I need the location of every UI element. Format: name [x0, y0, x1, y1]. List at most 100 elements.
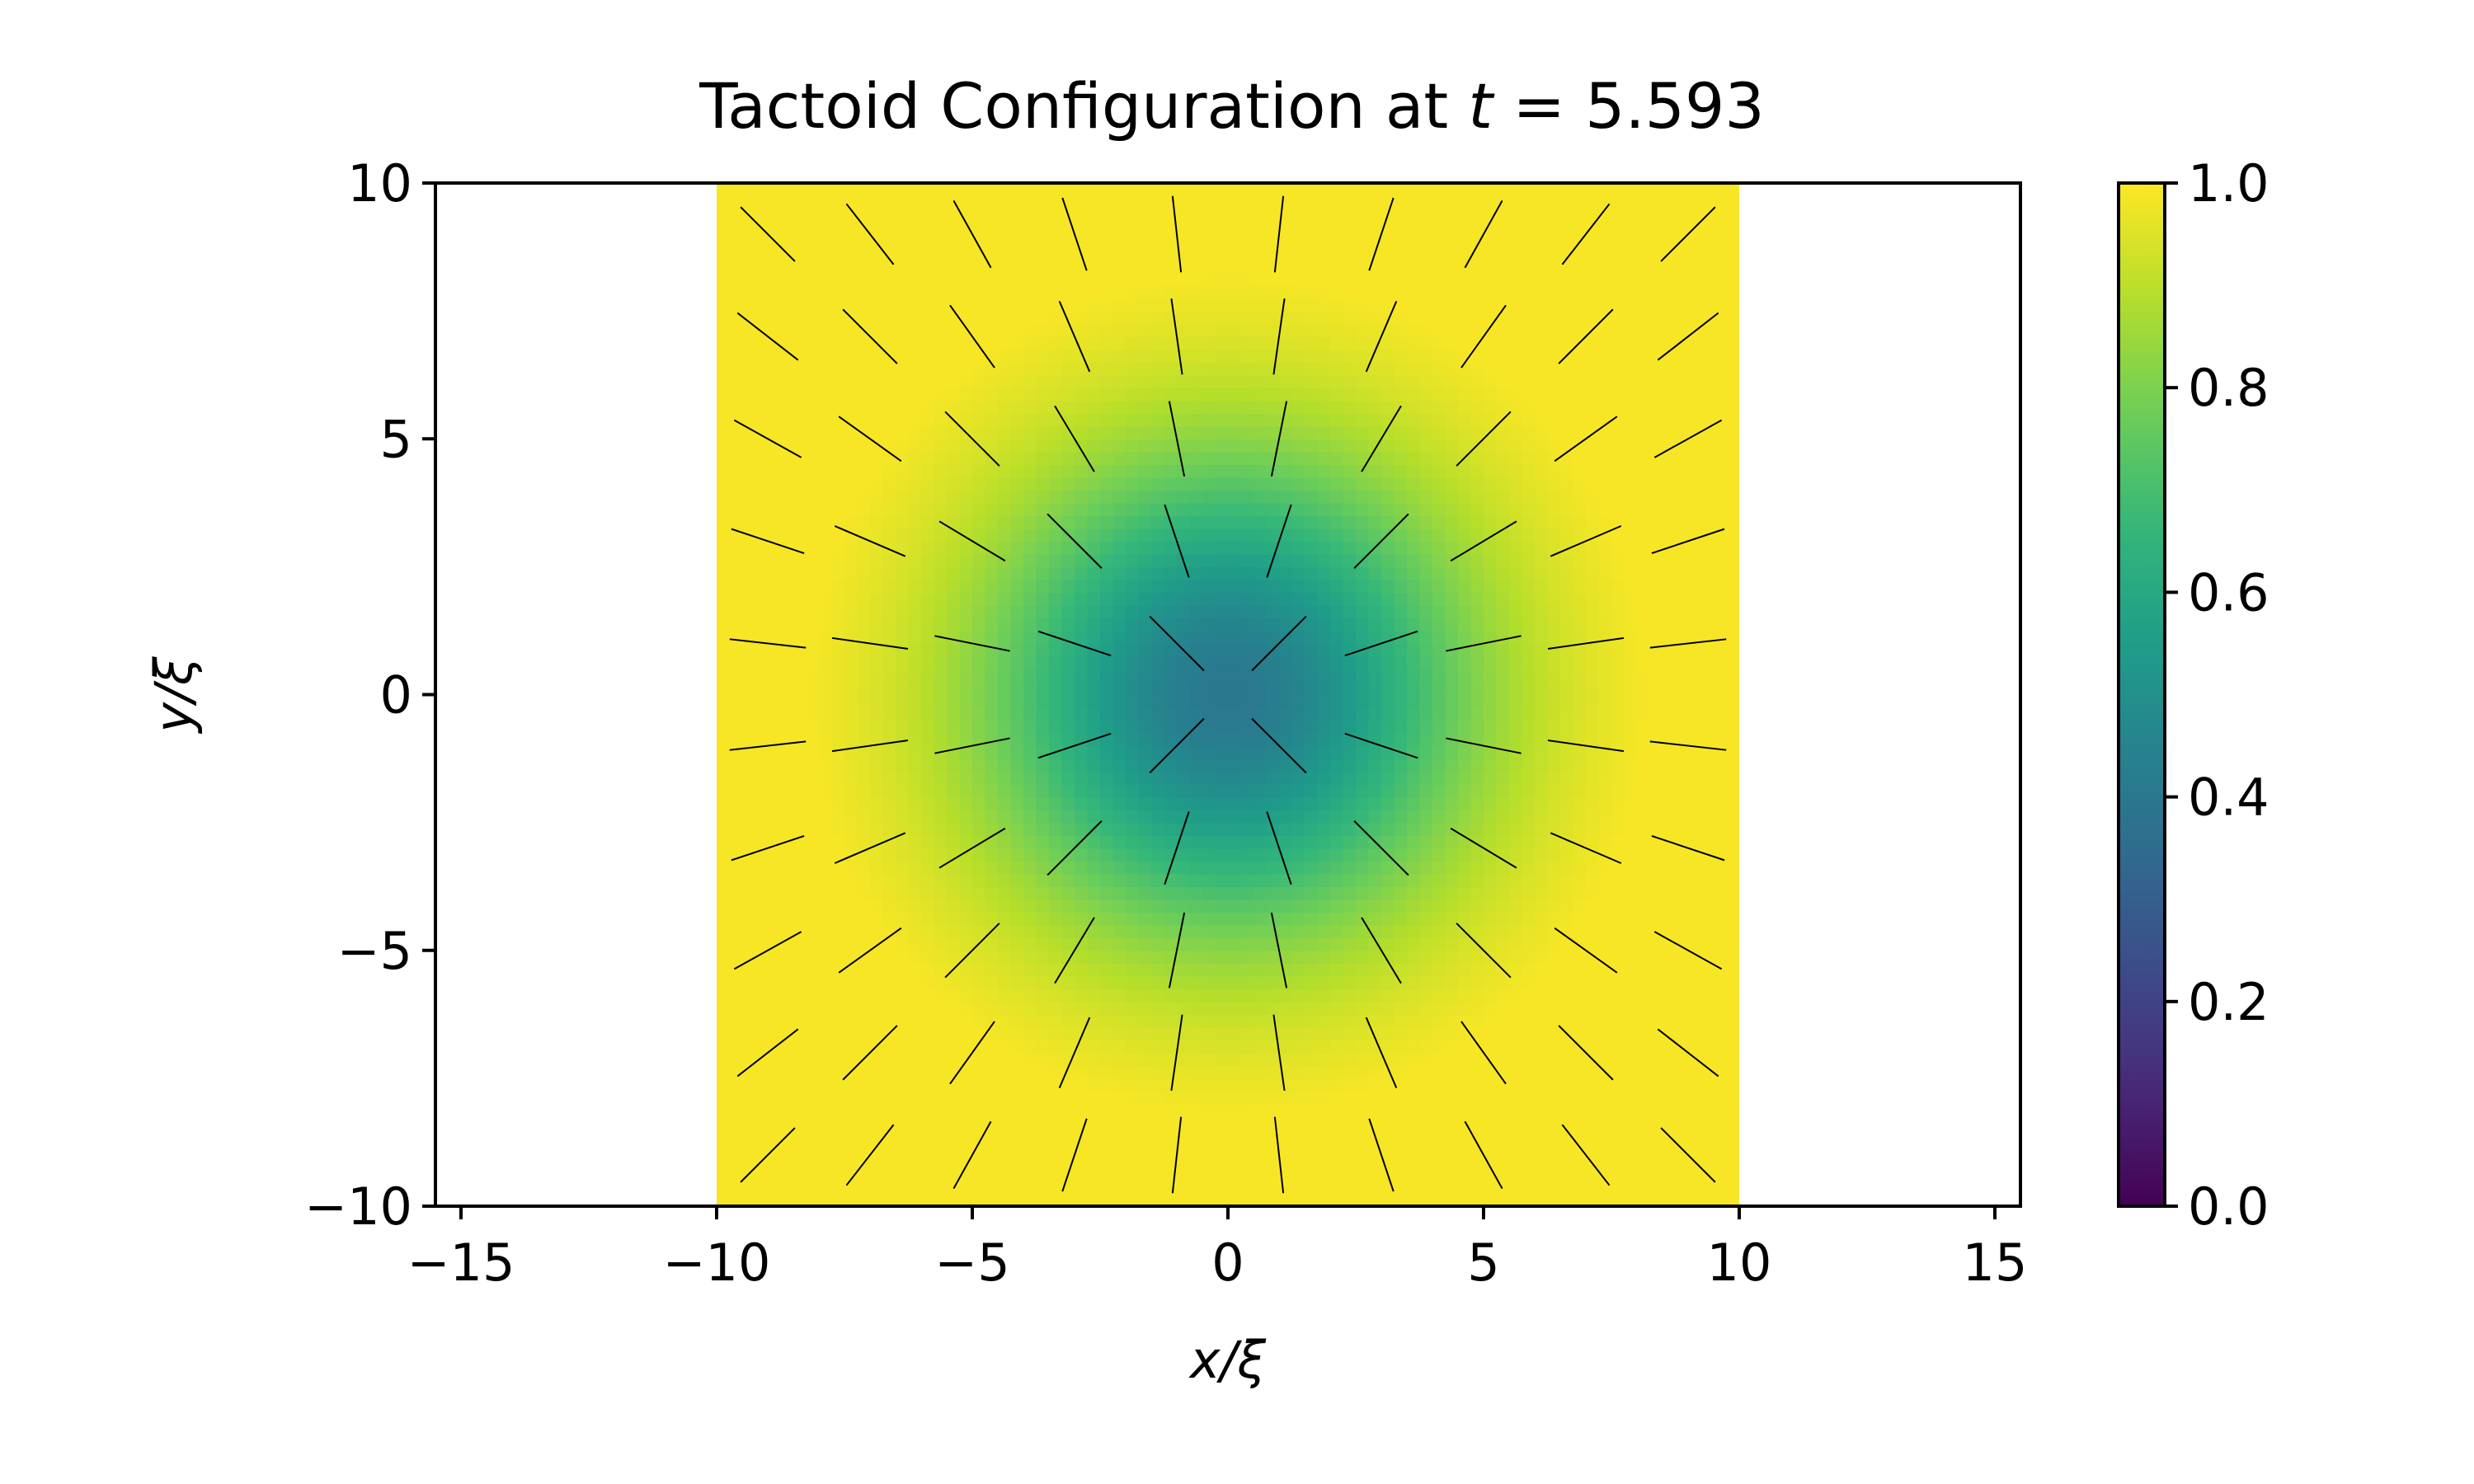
heatmap-cell [1151, 260, 1165, 274]
heatmap-cell [729, 183, 743, 197]
heatmap-cell [1381, 937, 1395, 951]
heatmap-cell [1177, 439, 1191, 453]
heatmap-cell [921, 707, 935, 721]
heatmap-cell [768, 1154, 782, 1169]
heatmap-cell [959, 285, 973, 299]
heatmap-cell [1253, 630, 1268, 645]
heatmap-cell [1151, 1103, 1165, 1118]
heatmap-cell [1432, 1193, 1446, 1206]
heatmap-cell [1126, 899, 1140, 913]
heatmap-cell [1368, 1154, 1382, 1169]
heatmap-cell [882, 1193, 896, 1206]
heatmap-cell [1266, 400, 1280, 415]
heatmap-cell [1151, 1142, 1165, 1156]
heatmap-cell [1317, 387, 1331, 402]
heatmap-cell [1266, 1180, 1280, 1195]
heatmap-cell [947, 784, 961, 798]
heatmap-cell [1317, 950, 1331, 965]
heatmap-cell [768, 362, 782, 376]
heatmap-cell [844, 963, 858, 977]
heatmap-cell [896, 209, 910, 223]
heatmap-cell [1112, 311, 1126, 325]
heatmap-cell [972, 541, 986, 555]
heatmap-cell [780, 1001, 794, 1016]
heatmap-cell [729, 1091, 743, 1105]
heatmap-cell [908, 1078, 922, 1092]
heatmap-cell [831, 502, 845, 517]
heatmap-cell [742, 323, 756, 337]
heatmap-cell [1305, 1167, 1319, 1181]
heatmap-cell [1356, 439, 1370, 453]
heatmap-cell [1305, 209, 1319, 223]
heatmap-cell [921, 1014, 935, 1028]
heatmap-cell [1087, 796, 1101, 810]
heatmap-cell [1112, 1142, 1126, 1156]
heatmap-cell [793, 873, 807, 887]
heatmap-cell [1253, 848, 1268, 862]
heatmap-cell [1330, 439, 1344, 453]
heatmap-cell [896, 1052, 910, 1067]
heatmap-cell [806, 771, 820, 785]
heatmap-cell [1317, 745, 1331, 759]
heatmap-cell [882, 592, 896, 606]
heatmap-cell [1023, 1052, 1037, 1067]
heatmap-cell [985, 579, 999, 594]
heatmap-cell [1189, 374, 1203, 388]
heatmap-cell [1317, 720, 1331, 734]
heatmap-cell [1151, 899, 1165, 913]
heatmap-cell [896, 655, 910, 670]
heatmap-cell [998, 490, 1012, 504]
heatmap-cell [1112, 733, 1126, 747]
heatmap-cell [1010, 1014, 1024, 1028]
heatmap-cell [1215, 655, 1229, 670]
heatmap-cell [896, 1167, 910, 1181]
heatmap-cell [908, 298, 922, 312]
heatmap-cell [1305, 848, 1319, 862]
heatmap-cell [1484, 720, 1498, 734]
heatmap-cell [896, 963, 910, 977]
heatmap-cell [1126, 861, 1140, 875]
heatmap-cell [729, 758, 743, 773]
heatmap-cell [947, 643, 961, 657]
heatmap-cell [985, 758, 999, 773]
heatmap-cell [1330, 515, 1344, 529]
heatmap-cell [882, 1167, 896, 1181]
heatmap-cell [1240, 694, 1254, 708]
heatmap-cell [870, 490, 884, 504]
heatmap-cell [1189, 912, 1203, 926]
heatmap-cell [1381, 234, 1395, 248]
heatmap-cell [729, 272, 743, 286]
heatmap-cell [857, 1040, 871, 1054]
heatmap-cell [921, 643, 935, 657]
heatmap-cell [729, 912, 743, 926]
heatmap-cell [998, 924, 1012, 939]
heatmap-cell [1075, 937, 1089, 951]
heatmap-cell [1305, 745, 1319, 759]
heatmap-cell [1202, 937, 1216, 951]
heatmap-cell [1343, 247, 1357, 261]
heatmap-cell [908, 924, 922, 939]
heatmap-cell [1010, 234, 1024, 248]
heatmap-cell [998, 707, 1012, 721]
heatmap-cell [857, 835, 871, 849]
heatmap-cell [1215, 209, 1229, 223]
heatmap-cell [742, 260, 756, 274]
heatmap-cell [1381, 694, 1395, 708]
heatmap-cell [1381, 604, 1395, 619]
heatmap-cell [1075, 502, 1089, 517]
heatmap-cell [1279, 810, 1293, 824]
heatmap-cell [1253, 247, 1268, 261]
heatmap-cell [1356, 400, 1370, 415]
heatmap-cell [1036, 886, 1050, 900]
heatmap-cell [1291, 912, 1305, 926]
heatmap-cell [1112, 298, 1126, 312]
heatmap-cell [882, 502, 896, 517]
heatmap-cell [1075, 975, 1089, 990]
heatmap-cell [793, 439, 807, 453]
heatmap-cell [1432, 425, 1446, 440]
heatmap-cell [1126, 528, 1140, 542]
heatmap-cell [1177, 1167, 1191, 1181]
heatmap-cell [1036, 413, 1050, 427]
heatmap-cell [1061, 886, 1075, 900]
heatmap-cell [1061, 439, 1075, 453]
